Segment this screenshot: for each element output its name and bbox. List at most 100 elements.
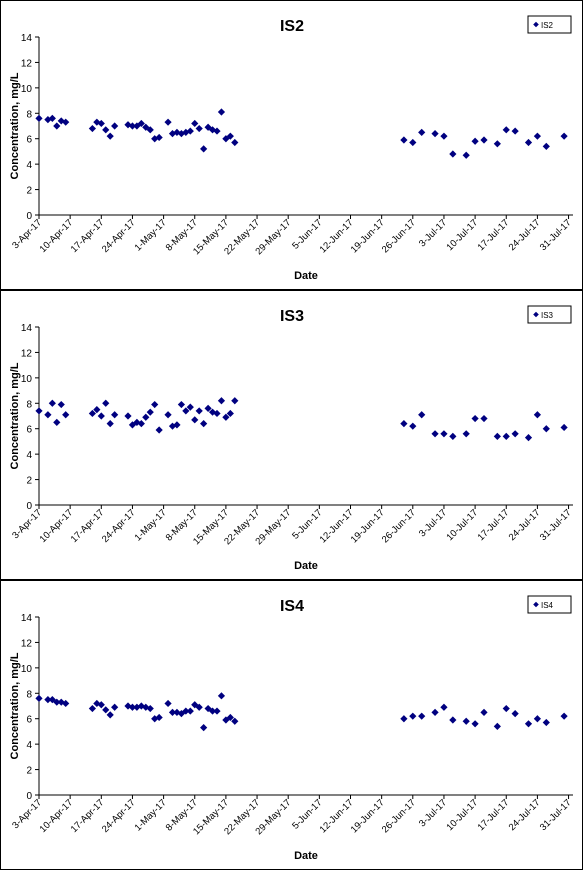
data-point bbox=[191, 119, 199, 128]
y-tick-label: 10 bbox=[21, 664, 33, 675]
x-tick-label: 1-May-17 bbox=[133, 507, 169, 543]
x-tick-label: 24-Jul-17 bbox=[507, 507, 543, 543]
data-point bbox=[142, 703, 150, 711]
y-tick-label: 0 bbox=[26, 501, 32, 512]
data-point bbox=[151, 715, 159, 723]
x-tick-label: 26-Jun-17 bbox=[380, 797, 418, 835]
y-tick-label: 10 bbox=[21, 84, 33, 95]
x-tick-label: 26-Jun-17 bbox=[380, 507, 418, 545]
data-point bbox=[431, 130, 439, 138]
x-tick-label: 24-Apr-17 bbox=[100, 507, 138, 545]
data-point bbox=[155, 713, 163, 722]
y-tick-label: 8 bbox=[26, 399, 32, 410]
data-point bbox=[217, 397, 226, 405]
y-tick-label: 4 bbox=[26, 160, 32, 171]
data-point bbox=[533, 715, 541, 723]
data-point bbox=[409, 422, 417, 430]
data-point bbox=[53, 418, 61, 426]
data-point bbox=[88, 124, 96, 133]
y-tick-label: 12 bbox=[21, 58, 33, 69]
x-tick-label: 31-Jul-17 bbox=[538, 217, 574, 253]
data-point bbox=[200, 145, 208, 153]
chart-panel-is2: IS2 Concentration, mg/L Date 0 2 4 6 8 10 12 14 3-A… bbox=[0, 0, 583, 290]
data-point bbox=[542, 142, 550, 150]
x-tick-label: 10-Jul-17 bbox=[444, 507, 480, 543]
y-tick-label: 0 bbox=[26, 211, 32, 222]
data-point bbox=[57, 400, 65, 409]
data-point bbox=[217, 692, 226, 700]
x-tick-label: 24-Apr-17 bbox=[100, 217, 138, 255]
x-axis-label: Date bbox=[294, 850, 318, 862]
data-point bbox=[106, 420, 114, 428]
y-axis-label: Concentration, mg/L bbox=[9, 362, 21, 469]
data-point bbox=[155, 426, 163, 434]
data-point bbox=[102, 706, 110, 714]
data-point bbox=[502, 126, 510, 134]
data-point bbox=[88, 704, 96, 713]
data-point bbox=[449, 432, 457, 440]
x-tick-label: 1-May-17 bbox=[133, 797, 169, 833]
y-tick-label: 4 bbox=[26, 450, 32, 461]
x-tick-label: 26-Jun-17 bbox=[380, 217, 418, 255]
data-point bbox=[493, 140, 501, 148]
data-point bbox=[462, 717, 470, 725]
x-tick-label: 10-Jul-17 bbox=[444, 217, 480, 253]
data-point bbox=[164, 699, 172, 708]
data-point bbox=[195, 124, 203, 133]
x-tick-label: 24-Apr-17 bbox=[100, 797, 138, 835]
data-point bbox=[226, 132, 234, 140]
x-tick-label: 17-Jul-17 bbox=[476, 507, 512, 543]
x-tick-label: 17-Jul-17 bbox=[476, 217, 512, 253]
x-tick-label: 24-Jul-17 bbox=[507, 797, 543, 833]
data-point bbox=[213, 127, 221, 135]
data-point bbox=[231, 138, 239, 147]
data-point bbox=[97, 412, 105, 420]
data-point bbox=[111, 411, 119, 419]
y-axis-label: Concentration, mg/L bbox=[9, 72, 21, 179]
x-tick-label: 17-Jul-17 bbox=[476, 797, 512, 833]
data-point bbox=[213, 707, 221, 715]
data-point bbox=[462, 151, 470, 159]
y-tick-label: 8 bbox=[26, 689, 32, 700]
data-point bbox=[511, 127, 519, 135]
data-point bbox=[200, 420, 208, 428]
y-tick-label: 14 bbox=[21, 323, 33, 334]
y-tick-label: 6 bbox=[26, 135, 32, 146]
data-point bbox=[440, 132, 448, 140]
y-tick-label: 14 bbox=[21, 33, 33, 44]
y-tick-label: 2 bbox=[26, 186, 32, 197]
data-point bbox=[409, 712, 417, 720]
data-point bbox=[524, 138, 533, 147]
data-point bbox=[226, 713, 234, 722]
data-point bbox=[493, 722, 501, 730]
legend-marker bbox=[533, 21, 539, 28]
y-tick-label: 12 bbox=[21, 638, 33, 649]
legend-label: IS3 bbox=[541, 311, 554, 320]
data-point bbox=[511, 710, 519, 718]
data-point bbox=[186, 127, 194, 135]
x-tick-label: 31-Jul-17 bbox=[538, 797, 574, 833]
data-point bbox=[102, 126, 110, 134]
data-point bbox=[62, 699, 70, 708]
legend: IS4 bbox=[527, 595, 572, 614]
data-point bbox=[35, 694, 43, 702]
data-point bbox=[480, 708, 488, 716]
data-point bbox=[164, 411, 172, 419]
data-point bbox=[409, 138, 417, 147]
y-tick-label: 8 bbox=[26, 109, 32, 120]
data-point bbox=[106, 711, 114, 719]
data-point bbox=[35, 114, 43, 122]
data-point bbox=[195, 407, 203, 415]
data-point bbox=[542, 425, 550, 433]
x-tick-label: 24-Jul-17 bbox=[507, 217, 543, 253]
data-point bbox=[62, 118, 70, 126]
y-axis-label: Concentration, mg/L bbox=[9, 652, 21, 759]
y-tick-label: 2 bbox=[26, 476, 32, 487]
data-point bbox=[62, 411, 70, 419]
legend-box bbox=[527, 15, 572, 34]
legend-box bbox=[527, 305, 572, 324]
data-point bbox=[97, 119, 105, 128]
data-point bbox=[35, 407, 43, 415]
